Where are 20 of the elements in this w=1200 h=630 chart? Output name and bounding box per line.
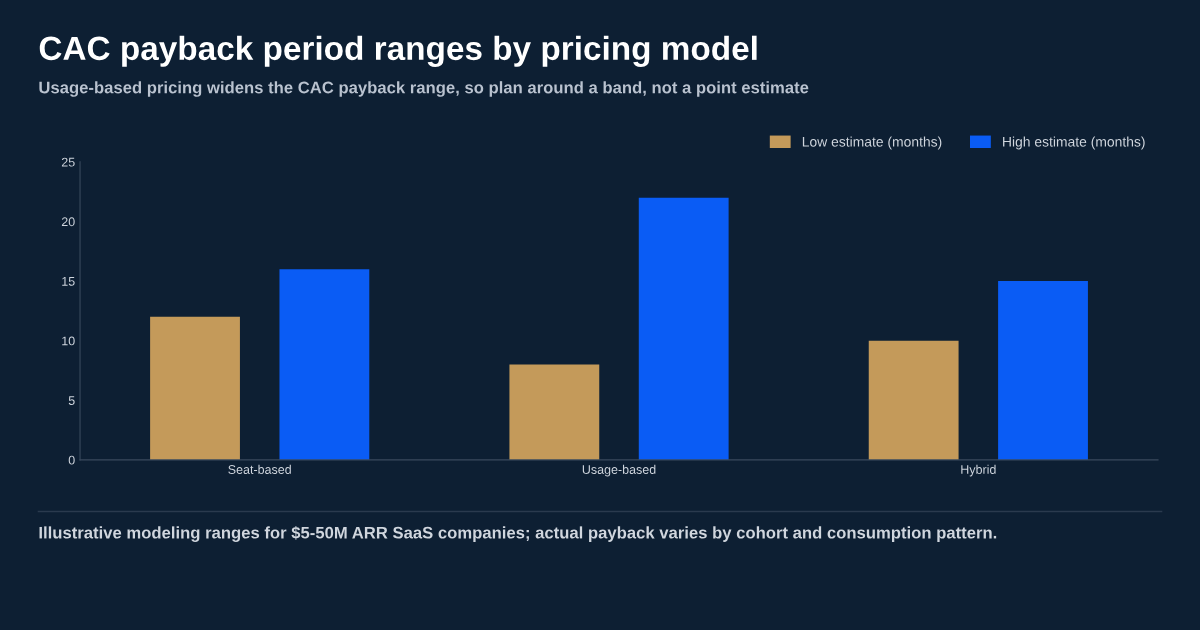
x-tick-label: Usage-based xyxy=(582,464,656,477)
bar xyxy=(638,197,729,460)
x-tick-label: Seat-based xyxy=(228,464,291,474)
y-tick-label: 20 xyxy=(61,217,75,227)
y-tick-label: 5 xyxy=(68,396,75,405)
y-tick-label: 25 xyxy=(61,157,75,167)
chart-subtitle: Usage-based pricing widens the CAC payback range, so plan around a band, not a point estimate xyxy=(39,81,809,97)
legend-label: Low estimate (months) xyxy=(802,136,942,150)
x-tick-label: Hybrid xyxy=(961,464,996,477)
bar xyxy=(279,269,370,460)
bar xyxy=(868,340,959,460)
y-tick-label: 15 xyxy=(62,277,75,286)
bar xyxy=(150,316,240,460)
text: Illustrative modeling ranges for $5-50M ARR SaaS companies; actual payback varies by cohort and consumption pattern. xyxy=(39,526,997,542)
bar xyxy=(998,281,1088,460)
y-tick-label: 0 xyxy=(68,455,75,465)
chart-title: CAC payback period ranges by pricing model xyxy=(39,35,757,67)
bar xyxy=(509,364,600,460)
y-tick-label: 10 xyxy=(62,336,75,346)
legend-label: High estimate (months) xyxy=(1003,136,1145,150)
